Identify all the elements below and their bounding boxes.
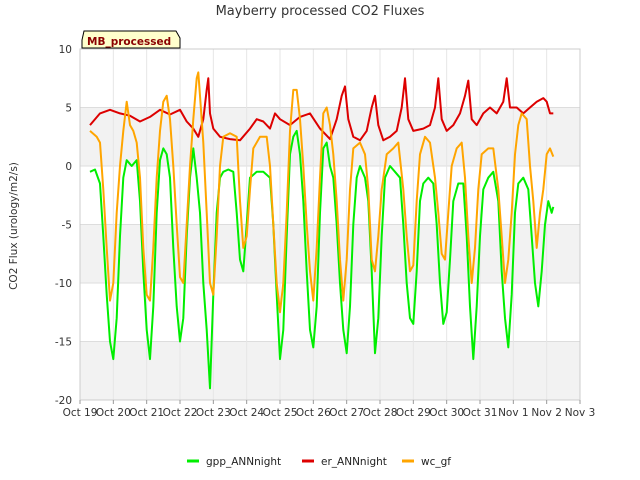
x-tick-label: Oct 27	[329, 407, 364, 419]
x-tick-label: Oct 21	[129, 407, 164, 419]
x-tick-label: Oct 23	[196, 407, 231, 419]
x-tick-label: Oct 20	[96, 407, 131, 419]
x-tick-label: Oct 29	[396, 407, 431, 419]
series-line-er_ANNnight	[89, 77, 554, 142]
legend-label-wc_gf: wc_gf	[421, 456, 451, 468]
y-tick-label: -15	[55, 337, 72, 349]
x-tick-label: Oct 28	[363, 407, 398, 419]
x-tick-label: Oct 19	[63, 407, 98, 419]
x-tick-label: Oct 25	[263, 407, 298, 419]
y-axis-label: CO2 Flux (urology/m2/s)	[8, 162, 20, 290]
x-tick-label: Oct 31	[463, 407, 498, 419]
legend-label-gpp_ANNnight: gpp_ANNnight	[206, 456, 281, 468]
x-tick-label: Oct 24	[229, 407, 264, 419]
plot-band	[80, 341, 580, 400]
series-line-wc_gf	[89, 71, 555, 314]
annotation-box-shape	[81, 30, 181, 49]
x-tick-label: Nov 2	[531, 407, 562, 419]
plot-frame	[79, 48, 581, 401]
y-tick-label: 10	[59, 44, 72, 56]
chart-title: Mayberry processed CO2 Fluxes	[216, 4, 425, 19]
legend-label-er_ANNnight: er_ANNnight	[321, 456, 387, 468]
x-tick-label: Nov 1	[498, 407, 529, 419]
y-tick-label: 5	[65, 103, 72, 115]
x-tick-label: Oct 22	[163, 407, 198, 419]
annotation-label: MB_processed	[87, 36, 171, 48]
plot-band	[80, 224, 580, 283]
series-line-gpp_ANNnight	[89, 129, 555, 390]
series-layer	[89, 71, 555, 390]
x-tick-label: Oct 26	[296, 407, 331, 419]
y-tick-label: -20	[55, 395, 72, 407]
y-tick-label: -10	[55, 278, 72, 290]
x-tick-label: Oct 30	[429, 407, 464, 419]
legend: gpp_ANNnight er_ANNnight wc_gf	[187, 456, 451, 468]
y-tick-label: -5	[62, 220, 72, 232]
y-tick-label: 0	[65, 161, 72, 173]
x-tick-label: Nov 3	[565, 407, 596, 419]
annotation-box: MB_processed	[81, 30, 181, 49]
